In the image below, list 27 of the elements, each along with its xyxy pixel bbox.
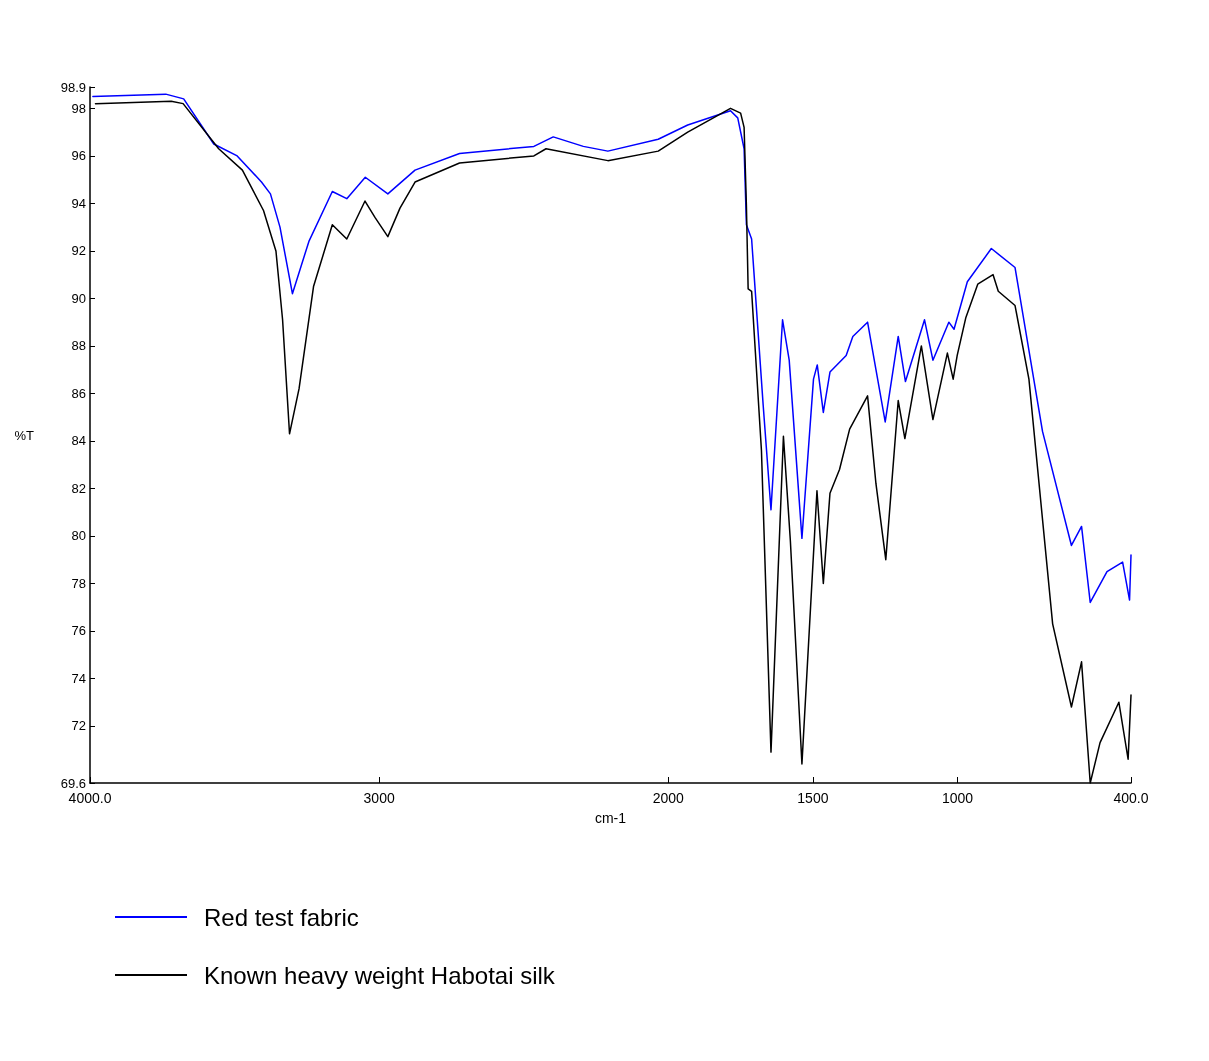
y-tick-label: 86	[71, 385, 86, 401]
y-tick-label: 72	[71, 718, 86, 734]
y-tick-label: 80	[71, 528, 86, 544]
y-tick-label: 92	[71, 243, 86, 259]
y-tick-label: 96	[71, 148, 86, 164]
y-tick-label: 94	[71, 195, 86, 211]
y-tick-label: 90	[71, 290, 86, 306]
y-tick-label: 74	[71, 670, 86, 686]
y-tick-label: 98	[71, 100, 86, 116]
legend-label: Red test fabric	[204, 903, 359, 931]
line-series	[92, 93, 1132, 604]
y-axis-title: %T	[14, 427, 35, 443]
x-tick-label: 3000	[363, 790, 395, 806]
y-tick-label: 88	[71, 338, 86, 354]
legend-label: Known heavy weight Habotai silk	[204, 961, 556, 989]
x-tick-label: 2000	[652, 790, 685, 806]
y-tick-label: 84	[71, 433, 86, 449]
y-tick-label: 78	[71, 575, 86, 591]
y-tick-label: 76	[71, 623, 86, 639]
y-tick-label: 98.9	[60, 79, 86, 95]
x-axis-title: cm-1	[594, 810, 627, 826]
y-tick-label: 82	[71, 480, 86, 496]
x-tick-label: 4000.0	[68, 790, 112, 806]
x-tick-label: 1000	[941, 790, 974, 806]
y-tick-label: 69.6	[60, 775, 86, 791]
x-tick-label: 1500	[797, 790, 829, 806]
x-tick-label: 400.0	[1113, 790, 1149, 806]
